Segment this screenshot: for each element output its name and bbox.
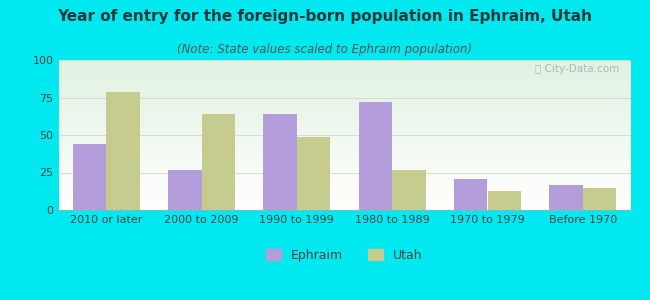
Bar bbox=[106, 92, 140, 210]
Bar bbox=[168, 169, 202, 210]
Legend: Ephraim, Utah: Ephraim, Utah bbox=[261, 244, 428, 267]
Text: Year of entry for the foreign-born population in Ephraim, Utah: Year of entry for the foreign-born popul… bbox=[57, 9, 593, 24]
Bar bbox=[583, 188, 616, 210]
Bar bbox=[454, 178, 488, 210]
Bar bbox=[488, 190, 521, 210]
Bar bbox=[263, 114, 297, 210]
Bar bbox=[359, 102, 392, 210]
Text: (Note: State values scaled to Ephraim population): (Note: State values scaled to Ephraim po… bbox=[177, 44, 473, 56]
Bar bbox=[73, 144, 106, 210]
Bar bbox=[202, 114, 235, 210]
Text: Ⓛ City-Data.com: Ⓛ City-Data.com bbox=[535, 64, 619, 74]
Bar bbox=[392, 169, 426, 210]
Bar bbox=[549, 184, 583, 210]
Bar bbox=[297, 136, 330, 210]
